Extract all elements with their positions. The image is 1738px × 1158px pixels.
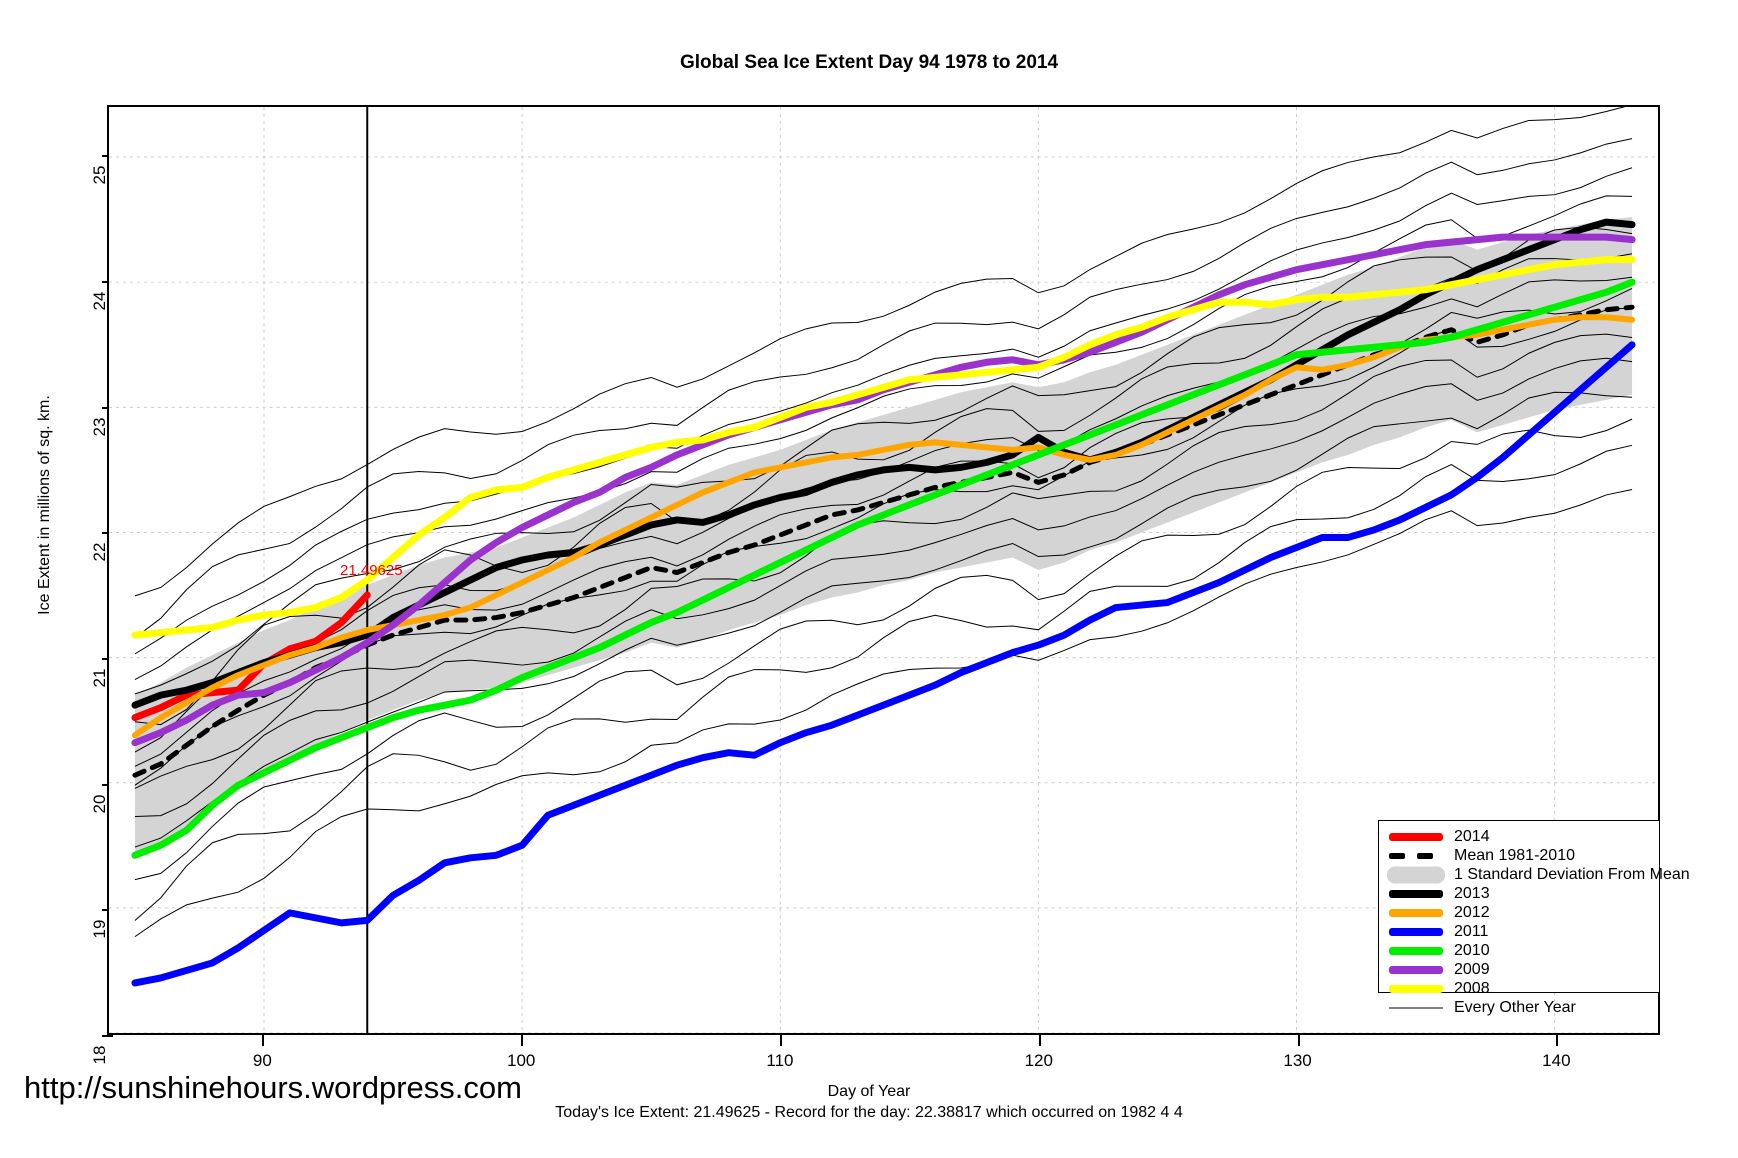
legend-item-mean-1981-2010[interactable]: Mean 1981-2010 — [1379, 846, 1659, 865]
legend-label: 2014 — [1454, 827, 1490, 845]
watermark-url: http://sunshinehours.wordpress.com — [24, 1070, 522, 1105]
x-tick-mark — [1038, 1035, 1041, 1046]
series-line-2010 — [131, 278, 1636, 859]
legend-label: 2010 — [1454, 941, 1490, 959]
x-axis-title: Day of Year — [827, 1083, 911, 1100]
chart-canvas — [109, 107, 1658, 1033]
legend-label: Every Other Year — [1454, 998, 1576, 1016]
x-tick-label: 130 — [1283, 1051, 1312, 1070]
every-other-year-line — [134, 391, 1633, 848]
legend-swatch-icon — [1386, 903, 1446, 922]
every-other-year-line — [134, 444, 1633, 921]
every-other-year-line — [134, 167, 1633, 655]
page-title: Global Sea Ice Extent Day 94 1978 to 201… — [679, 52, 1059, 73]
legend-label: 2012 — [1454, 903, 1490, 921]
x-tick-label: 100 — [507, 1051, 536, 1070]
series-line-2011 — [131, 341, 1636, 987]
legend-swatch-icon — [1386, 884, 1446, 903]
legend-item-1-standard-deviation-from-mean[interactable]: 1 Standard Deviation From Mean — [1379, 865, 1690, 884]
legend-item-every-other-year[interactable]: Every Other Year — [1379, 998, 1659, 1017]
series-line-2013 — [131, 218, 1636, 709]
series-line-2008 — [131, 256, 1636, 639]
legend-label: 2008 — [1454, 979, 1490, 997]
legend-item-2010[interactable]: 2010 — [1379, 941, 1659, 960]
every-other-year-line — [134, 489, 1633, 938]
annotation-today-value: 21.49625 — [340, 562, 403, 579]
legend-swatch-icon — [1386, 979, 1446, 998]
x-axis-ticks: 90 100 110 120 130 140 — [107, 1035, 1660, 1075]
x-tick-mark — [1297, 1035, 1300, 1046]
chart-legend: 2014 Mean 1981-2010 1 Standard Deviation F… — [1378, 820, 1690, 1016]
every-other-year-line — [134, 195, 1633, 680]
legend-swatch-icon — [1386, 941, 1446, 960]
every-other-year-line — [134, 107, 1626, 597]
legend-swatch-icon — [1386, 922, 1446, 941]
footer-note: Today's Ice Extent: 21.49625 - Record fo… — [555, 1104, 1183, 1121]
y-axis-title: Ice Extent in millions of sq. km. — [36, 395, 53, 615]
every-other-year-line — [134, 226, 1633, 695]
legend-swatch-icon — [1386, 998, 1446, 1017]
x-tick-label: 110 — [766, 1051, 794, 1070]
every-other-year-line — [134, 418, 1633, 881]
x-tick-mark — [521, 1035, 524, 1046]
legend-label: Mean 1981-2010 — [1454, 846, 1575, 864]
legend-item-2009[interactable]: 2009 — [1379, 960, 1659, 979]
x-tick-label: 120 — [1024, 1051, 1053, 1070]
legend-swatch-icon — [1386, 827, 1446, 846]
x-tick-label: 90 — [252, 1051, 272, 1070]
legend-item-2008[interactable]: 2008 — [1379, 979, 1659, 998]
legend-item-2011[interactable]: 2011 — [1379, 922, 1659, 941]
every-other-year-line — [134, 138, 1633, 639]
legend-label: 1 Standard Deviation From Mean — [1454, 865, 1690, 883]
legend-swatch-icon — [1386, 960, 1446, 979]
series-line-2014 — [131, 591, 371, 722]
legend-item-2013[interactable]: 2013 — [1379, 884, 1659, 903]
legend-swatch-icon — [1386, 865, 1446, 884]
legend-label: 2013 — [1454, 884, 1490, 902]
x-tick-label: 140 — [1542, 1051, 1571, 1070]
std-deviation-band — [134, 217, 1633, 858]
legend-item-2014[interactable]: 2014 — [1379, 827, 1659, 846]
every-other-year-line — [134, 357, 1633, 817]
legend-label: 2009 — [1454, 960, 1490, 978]
legend-label: 2011 — [1454, 922, 1489, 940]
y-tick-mark — [102, 1035, 113, 1037]
legend-item-2012[interactable]: 2012 — [1379, 903, 1659, 922]
legend-swatch-icon — [1386, 846, 1446, 865]
every-other-year-line — [134, 333, 1633, 789]
x-tick-mark — [1556, 1035, 1559, 1046]
x-tick-mark — [779, 1035, 782, 1046]
y-axis-ticks: 18 19 20 21 22 23 24 25 — [60, 105, 113, 1064]
x-tick-mark — [262, 1035, 265, 1046]
